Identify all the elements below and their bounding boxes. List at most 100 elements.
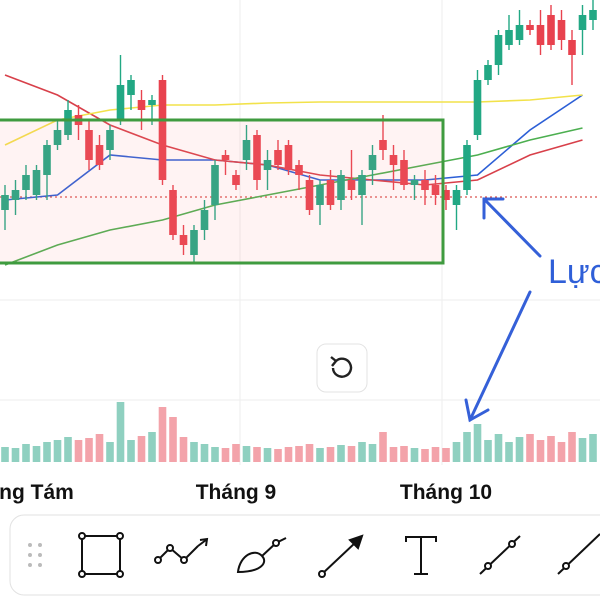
candle-body	[127, 80, 135, 95]
volume-bar	[526, 434, 534, 462]
candle-body	[326, 180, 335, 205]
candle-body	[32, 170, 41, 195]
volume-bar	[589, 434, 597, 462]
tool-curve[interactable]	[236, 537, 287, 574]
x-tick-label: Tháng 10	[400, 481, 492, 504]
volume-bar	[232, 444, 240, 462]
tool-arrow[interactable]	[318, 534, 364, 578]
volume-bar	[326, 447, 335, 462]
candle-body	[116, 85, 125, 120]
toolbar-bg	[9, 514, 600, 596]
volume-bar	[43, 442, 51, 462]
candle-body	[158, 80, 167, 180]
candle-body	[232, 175, 240, 185]
tool-line[interactable]	[479, 535, 521, 575]
tool-text[interactable]	[405, 536, 437, 575]
volume-bar	[85, 438, 93, 462]
candle-body	[473, 80, 482, 135]
candle-body	[295, 165, 303, 175]
tool-path[interactable]	[154, 537, 209, 564]
x-axis: ng Tám Tháng 9 Tháng 10	[0, 481, 492, 504]
candle-body	[221, 155, 230, 160]
annotation: Lực	[548, 253, 600, 291]
volume-bar	[484, 440, 492, 462]
candle-body	[43, 145, 51, 175]
volume-bar	[274, 449, 282, 462]
candle-body	[106, 130, 114, 150]
volume-bar	[305, 444, 314, 462]
drag-handle[interactable]	[28, 543, 42, 567]
candle-body	[22, 175, 30, 190]
candle-body	[494, 35, 503, 65]
candle-body	[242, 140, 251, 160]
candle-body	[53, 130, 62, 145]
volume-bar	[494, 434, 503, 462]
volume-bar	[64, 437, 72, 462]
candle-body	[200, 210, 209, 230]
reset-icon	[331, 357, 353, 378]
candle-body	[1, 195, 9, 210]
volume-bar	[74, 440, 83, 462]
volume-bar	[263, 448, 272, 462]
volume-bar	[179, 437, 188, 462]
volume-bar	[389, 447, 398, 462]
candle-body	[484, 65, 492, 80]
candle-body	[526, 25, 534, 30]
reset-button[interactable]	[316, 343, 368, 393]
volume-bar	[22, 444, 30, 462]
candle-body	[274, 150, 282, 165]
candle-body	[305, 180, 314, 210]
volume-bar	[316, 448, 324, 462]
moving-average	[4, 94, 583, 146]
volume-bar	[284, 447, 293, 462]
candle-body	[589, 10, 597, 20]
volume-bar	[536, 440, 545, 462]
range-box	[0, 118, 445, 265]
candle-body	[190, 230, 198, 255]
volume-bar	[400, 446, 408, 462]
volume-bar	[358, 442, 366, 462]
volume-bar	[557, 442, 566, 462]
volume-bar	[148, 432, 156, 462]
candle-body	[379, 140, 387, 150]
candle-body	[400, 160, 408, 185]
candle-body	[568, 40, 576, 55]
x-tick-label: ng Tám	[0, 481, 74, 504]
volume-bar	[295, 446, 303, 462]
volume-bar	[221, 448, 230, 462]
volume-bar	[515, 437, 524, 462]
candle-body	[148, 100, 156, 105]
arrow	[482, 197, 542, 258]
volume-bar	[368, 444, 377, 462]
candle-body	[578, 15, 587, 30]
candle-body	[547, 15, 555, 45]
volume-bar	[463, 432, 471, 462]
volume-bar	[452, 442, 461, 462]
volume-bar	[421, 449, 429, 462]
candle-body	[347, 180, 356, 190]
candle-body	[337, 175, 345, 200]
candle-body	[431, 185, 440, 195]
candle-body	[137, 100, 146, 110]
candle-body	[253, 135, 261, 180]
toolbar	[9, 514, 600, 596]
volume-bar	[116, 402, 125, 462]
volume-bar	[200, 444, 209, 462]
volume-bar	[127, 440, 135, 462]
tool-rectangle[interactable]	[78, 532, 124, 578]
candle-body	[211, 165, 219, 205]
volume-bar	[106, 442, 114, 462]
candle-body	[421, 180, 429, 190]
volume-bar	[137, 436, 146, 462]
volume-bar	[190, 442, 198, 462]
candle-body	[463, 145, 471, 190]
candle-body	[11, 190, 20, 200]
button-bg[interactable]	[316, 343, 368, 393]
arrow-head	[464, 398, 490, 423]
candle-body	[368, 155, 377, 170]
reset-icon	[330, 356, 338, 367]
tool-ray[interactable]	[557, 533, 600, 575]
candle-body	[95, 145, 104, 165]
